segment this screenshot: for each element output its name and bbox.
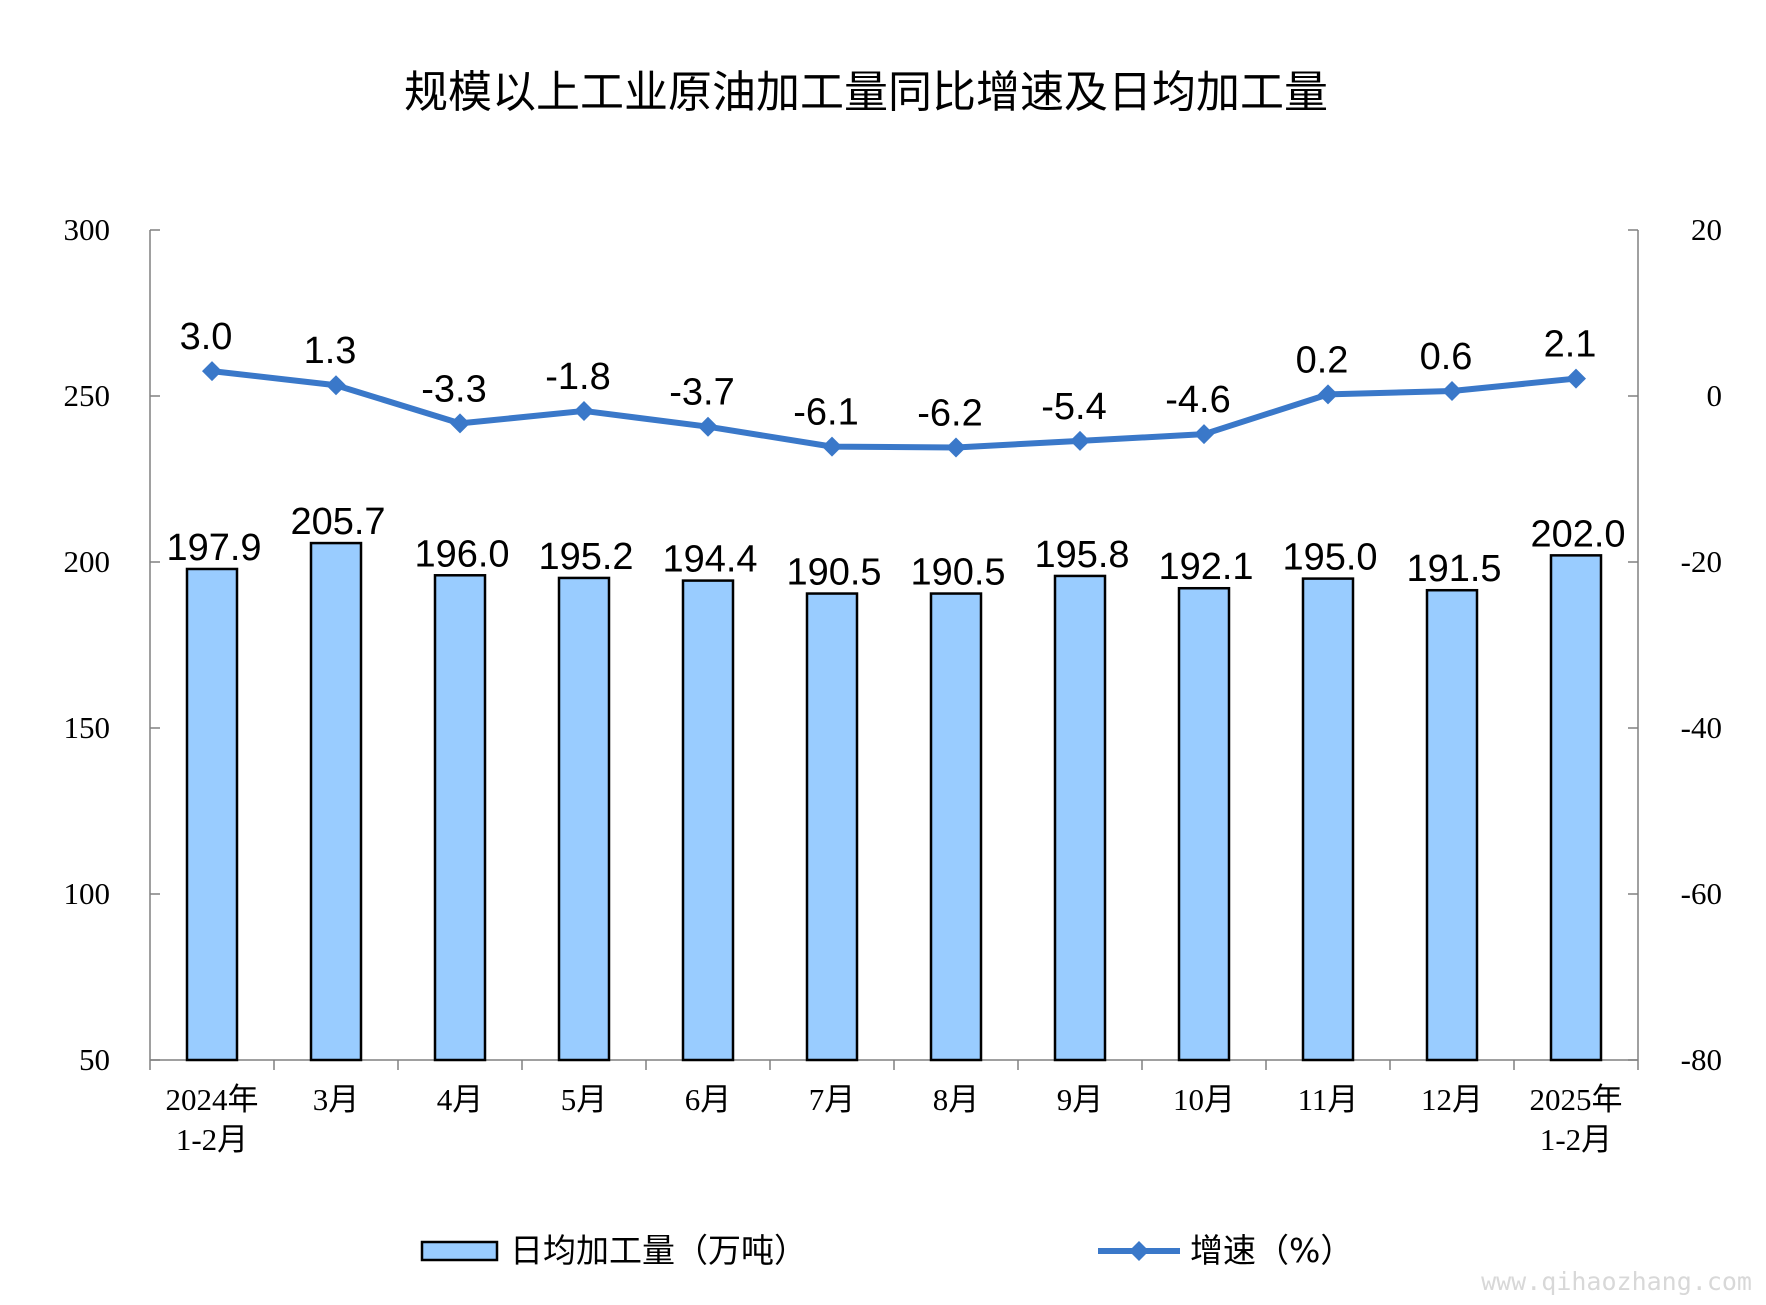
chart-title: 规模以上工业原油加工量同比增速及日均加工量 — [404, 67, 1328, 118]
bar — [681, 579, 735, 1062]
line-marker — [1070, 430, 1090, 451]
line-data-label: -6.2 — [917, 392, 982, 434]
bar — [557, 576, 611, 1062]
x-tick-label: 4月 — [437, 1082, 484, 1117]
line-marker — [1442, 381, 1462, 402]
x-tick-label: 3月 — [313, 1082, 360, 1117]
bar — [1425, 588, 1479, 1062]
bar — [929, 592, 983, 1062]
legend-bar-swatch — [420, 1240, 499, 1262]
bar-data-label: 195.0 — [1282, 537, 1377, 579]
line-data-label: 2.1 — [1544, 324, 1597, 366]
line-data-labels: 3.0 1.3 -3.3 -1.8 -3.7 -6.1 -6.2 -5.4 -4.6 0.2 0.6… — [180, 316, 1597, 434]
bar — [1053, 574, 1107, 1062]
line-path — [211, 368, 1577, 451]
x-tick-label: 2025年 — [1530, 1082, 1623, 1117]
right-tick-label: -20 — [1681, 544, 1722, 579]
x-tick-label: 11月 — [1298, 1082, 1359, 1117]
x-tick-label: 10月 — [1173, 1082, 1235, 1117]
line-marker — [1194, 424, 1214, 445]
line-data-label: -4.6 — [1165, 379, 1230, 421]
bar-data-label: 196.0 — [414, 533, 509, 575]
axes: 50 100 150 200 250 300 -80 -60 -40 -20 0 20 — [64, 212, 1723, 1077]
right-tick-label: -60 — [1681, 876, 1722, 911]
legend-line-label: 增速（%） — [1190, 1231, 1353, 1270]
bar-data-label: 190.5 — [910, 552, 1005, 594]
x-tick-label: 5月 — [561, 1082, 608, 1117]
line-marker — [202, 361, 222, 382]
right-tick-label: -80 — [1681, 1042, 1722, 1077]
x-tick-label: 2024年 — [166, 1082, 259, 1117]
left-tick-label: 100 — [64, 876, 111, 911]
x-tick-label: 9月 — [1057, 1082, 1104, 1117]
bar-data-labels: 197.9 205.7 196.0 195.2 194.4 190.5 190.5 195.8… — [166, 501, 1625, 593]
bar-data-label: 195.2 — [538, 536, 633, 578]
right-tick-label: -40 — [1681, 710, 1722, 745]
line-marker — [1566, 368, 1586, 389]
left-tick-label: 250 — [64, 378, 111, 413]
right-tick-label: 20 — [1691, 212, 1722, 247]
bar — [1549, 554, 1603, 1062]
legend-bar-label: 日均加工量（万吨） — [510, 1231, 807, 1270]
bar-data-label: 197.9 — [166, 527, 261, 569]
bar — [185, 567, 239, 1062]
legend: 日均加工量（万吨） 增速（%） — [420, 1231, 1353, 1270]
line-marker — [574, 400, 594, 421]
line-marker — [698, 416, 718, 437]
left-tick-label: 50 — [79, 1042, 110, 1077]
right-tick-label: 0 — [1707, 378, 1723, 413]
line-marker — [326, 375, 346, 396]
line-data-label: -6.1 — [793, 392, 858, 434]
left-tick-label: 200 — [64, 544, 111, 579]
bar-data-label: 195.8 — [1034, 534, 1129, 576]
line-marker — [822, 436, 842, 457]
line-data-label: -5.4 — [1041, 386, 1106, 428]
line-marker — [946, 437, 966, 458]
x-tick-label: 12月 — [1421, 1082, 1483, 1117]
left-tick-label: 300 — [64, 212, 111, 247]
bar-data-label: 194.4 — [662, 539, 757, 581]
line-data-label: 1.3 — [304, 330, 357, 372]
bar — [433, 574, 487, 1062]
x-axis-tick-labels: 2024年 1-2月 3月 4月 5月 6月 7月 8月 9月 10月 11月 12月 2025年 1-2… — [166, 1082, 1623, 1157]
line-data-label: -3.7 — [669, 372, 734, 414]
line-marker — [1318, 384, 1338, 405]
line-marker — [450, 413, 470, 434]
bar — [1177, 586, 1231, 1062]
line-data-label: -1.8 — [545, 356, 610, 398]
line-data-label: -3.3 — [421, 368, 486, 410]
x-tick-label: 1-2月 — [176, 1122, 248, 1157]
x-tick-label: 8月 — [933, 1082, 980, 1117]
bar-series — [185, 541, 1603, 1062]
watermark: www.qihaozhang.com — [1481, 1267, 1752, 1296]
x-tick-label: 7月 — [809, 1082, 856, 1117]
line-data-label: 0.6 — [1420, 336, 1473, 378]
line-series — [202, 361, 1586, 458]
line-data-label: 0.2 — [1296, 339, 1349, 381]
bar — [805, 592, 859, 1062]
x-tick-label: 6月 — [685, 1082, 732, 1117]
legend-line-marker — [1129, 1241, 1149, 1261]
bar-data-label: 191.5 — [1406, 548, 1501, 590]
bar-data-label: 190.5 — [786, 552, 881, 594]
bar — [309, 541, 363, 1062]
bar — [1301, 577, 1355, 1062]
bar-data-label: 192.1 — [1158, 546, 1253, 588]
line-data-label: 3.0 — [180, 316, 233, 358]
bar-data-label: 202.0 — [1530, 513, 1625, 555]
left-tick-label: 150 — [64, 710, 111, 745]
bar-data-label: 205.7 — [290, 501, 385, 543]
x-tick-label: 1-2月 — [1540, 1122, 1612, 1157]
